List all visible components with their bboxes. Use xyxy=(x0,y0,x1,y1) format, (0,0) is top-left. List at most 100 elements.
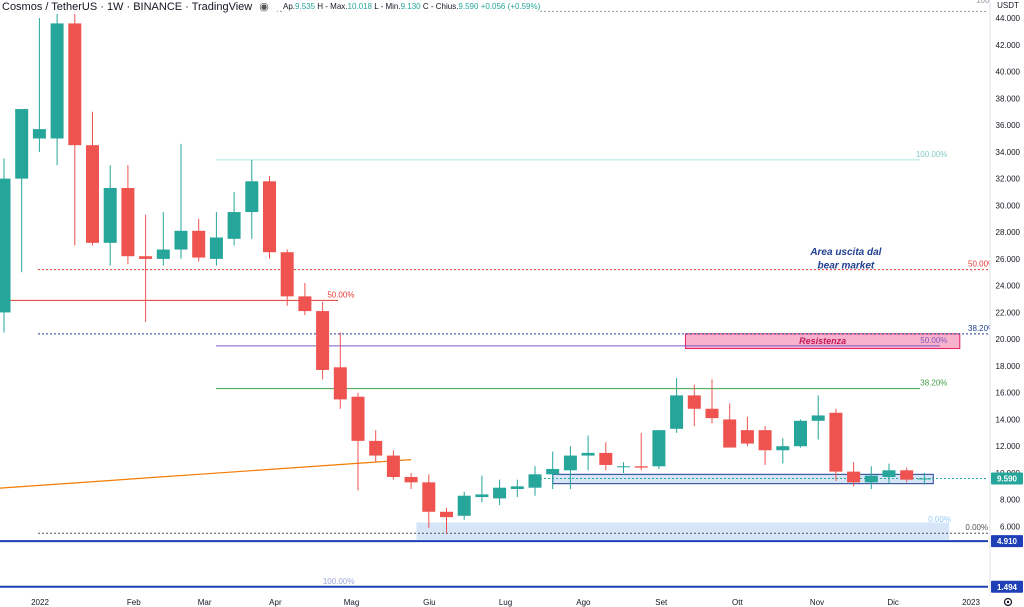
price-tick-label: 26.000 xyxy=(996,255,1021,264)
ohlc-readout: Ap.9.535 H - Max.10.018 L - Min.9.130 C … xyxy=(283,0,541,14)
price-tag-label: 9.590 xyxy=(997,474,1018,483)
price-tag-label: 1.494 xyxy=(997,583,1018,592)
candle-body xyxy=(882,470,896,477)
candle-body xyxy=(369,440,383,456)
candle-body xyxy=(528,474,542,488)
time-tick-label: Lug xyxy=(499,598,512,607)
candle-body xyxy=(209,237,223,259)
time-tick-label: 2022 xyxy=(31,598,49,607)
price-tick-label: 36.000 xyxy=(996,121,1021,130)
change-value: +0.056 (+0.59%) xyxy=(480,2,541,11)
zones-layer: Resistenza xyxy=(416,333,961,540)
time-tick-label: Giu xyxy=(423,598,435,607)
candle-body xyxy=(847,471,861,483)
candle-body xyxy=(811,415,825,421)
time-tick-label: Ott xyxy=(732,598,743,607)
time-axis-bg[interactable] xyxy=(0,596,1024,607)
time-tick-label: Mar xyxy=(198,598,212,607)
price-tags: 9.590 4.910 1.494 xyxy=(991,472,1023,593)
time-axis[interactable]: 2022 Feb Mar Apr Mag Giu Lug Ago Set Ott Nov Dic 202… xyxy=(31,598,980,607)
time-tick-label: Ago xyxy=(576,598,591,607)
candle-body xyxy=(652,430,666,467)
candles-layer[interactable] xyxy=(0,4,931,534)
price-tick-label: 34.000 xyxy=(996,148,1021,157)
fib-level-label: 50.00% xyxy=(968,260,995,269)
currency-label: USDT xyxy=(997,1,1019,10)
price-tick-label: 32.000 xyxy=(996,175,1021,184)
candle-body xyxy=(563,455,577,471)
close-value: 9.590 xyxy=(458,2,479,11)
open-label: Ap. xyxy=(283,2,296,11)
candle-body xyxy=(86,145,99,243)
close-label: C - Chius. xyxy=(422,2,459,11)
candle-body xyxy=(298,296,312,312)
horizontal-lines-layer xyxy=(0,10,988,588)
fib-level-label: 38.20% xyxy=(920,379,947,388)
candle-body xyxy=(864,475,878,483)
candle-body xyxy=(139,256,153,259)
candle-body xyxy=(723,419,737,448)
candle-body xyxy=(581,452,595,456)
candle-body xyxy=(599,452,613,465)
price-tick-label: 8.000 xyxy=(1000,496,1021,505)
candle-body xyxy=(457,495,471,516)
candle-body xyxy=(263,181,276,253)
candle-body xyxy=(422,482,436,512)
price-tick-label: 28.000 xyxy=(996,228,1021,237)
price-tick-label: 18.000 xyxy=(996,362,1021,371)
candle-body xyxy=(156,249,170,259)
candle-body xyxy=(776,446,790,451)
eye-icon[interactable]: ◉ xyxy=(259,1,269,13)
high-value: 10.018 xyxy=(347,2,372,11)
price-tick-label: 20.000 xyxy=(996,335,1021,344)
price-tick-label: 16.000 xyxy=(996,389,1021,398)
price-tick-label: 6.000 xyxy=(1000,523,1021,532)
zone-rect xyxy=(416,522,950,540)
time-tick-label: Set xyxy=(655,598,668,607)
annotation-text: Area uscita dal xyxy=(809,247,881,258)
price-axis-bg[interactable] xyxy=(990,0,1024,607)
open-value: 9.535 xyxy=(295,2,316,11)
candle-body xyxy=(917,478,931,480)
candle-body xyxy=(227,212,241,239)
price-tick-label: 42.000 xyxy=(996,41,1021,50)
candle-body xyxy=(617,466,630,468)
fib-level-label: 50.00% xyxy=(327,290,354,299)
time-tick-label: Mag xyxy=(344,598,360,607)
price-tag xyxy=(991,472,1023,485)
price-tick-label: 30.000 xyxy=(996,201,1021,210)
candle-body xyxy=(386,455,400,477)
candle-body xyxy=(351,396,365,441)
candle-body xyxy=(50,23,64,139)
candle-body xyxy=(794,420,807,447)
fib-level-label: 0.00% xyxy=(928,515,951,524)
time-tick-label: Nov xyxy=(810,598,824,607)
candle-body xyxy=(705,408,719,419)
price-tick-label: 24.000 xyxy=(996,282,1021,291)
time-tick-label: Dic xyxy=(887,598,899,607)
candle-body xyxy=(32,129,46,139)
fib-labels-layer: Area uscita dal bear market 100.00% 50.00% 5… xyxy=(323,0,995,586)
price-tick-label: 14.000 xyxy=(996,415,1021,424)
price-tick-label: 38.000 xyxy=(996,94,1021,103)
price-tick-label: 44.000 xyxy=(996,14,1021,23)
candle-body xyxy=(68,23,82,146)
chart-header: Cosmos / TetherUS · 1W · BINANCE · Tradi… xyxy=(0,0,277,14)
candle-body xyxy=(546,468,560,475)
candle-body xyxy=(15,109,29,179)
settings-gear-icon[interactable] xyxy=(1003,597,1013,607)
candle-body xyxy=(475,494,489,498)
low-label: L - Min. xyxy=(374,2,401,11)
fib-level-label: 38.20% xyxy=(968,324,995,333)
low-value: 9.130 xyxy=(400,2,421,11)
candle-body xyxy=(0,178,11,313)
fib-level-label: 100.00% xyxy=(916,150,948,159)
candle-body xyxy=(758,430,772,451)
annotation-text: bear market xyxy=(818,260,875,271)
price-tick-label: 40.000 xyxy=(996,68,1021,77)
candle-body xyxy=(829,412,843,472)
time-tick-label: 2023 xyxy=(962,598,980,607)
symbol-title[interactable]: Cosmos / TetherUS · 1W · BINANCE · Tradi… xyxy=(2,1,253,13)
candle-body xyxy=(510,486,524,490)
